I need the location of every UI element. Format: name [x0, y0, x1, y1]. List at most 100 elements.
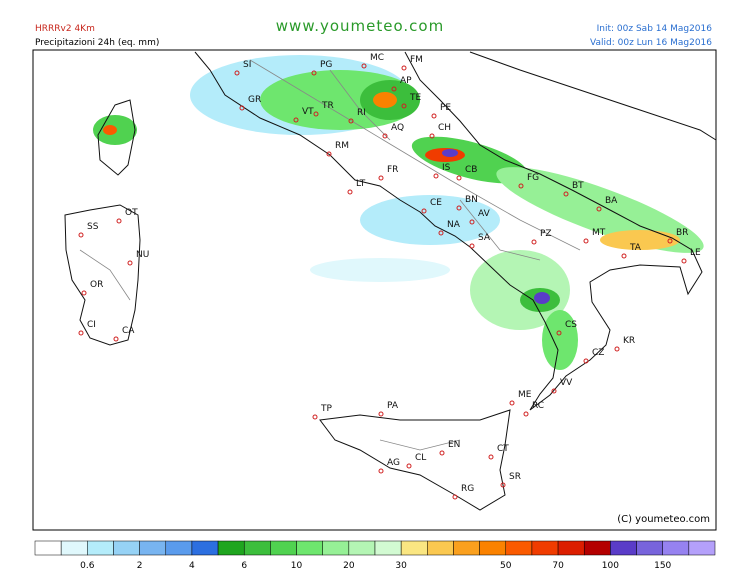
city-marker	[596, 206, 602, 212]
city-label: PZ	[540, 229, 552, 239]
city-label: BN	[465, 195, 478, 205]
city-marker	[488, 454, 494, 460]
legend-swatch	[688, 540, 716, 556]
rain-area	[310, 258, 450, 282]
legend-label: 30	[395, 561, 407, 571]
city-marker	[421, 208, 427, 214]
city-marker	[311, 70, 317, 76]
city-label: AG	[387, 458, 400, 468]
city-marker	[326, 151, 332, 157]
legend-swatch	[34, 540, 62, 556]
city-label: CS	[565, 320, 577, 330]
balkan-coast	[469, 51, 717, 141]
legend-swatch	[191, 540, 219, 556]
legend-label: 6	[241, 561, 247, 571]
city-marker	[378, 411, 384, 417]
city-label: IS	[442, 163, 451, 173]
city-label: PE	[440, 103, 451, 113]
legend-swatch	[557, 540, 585, 556]
city-marker	[439, 450, 445, 456]
rain-area	[600, 230, 680, 250]
legend-swatch	[243, 540, 271, 556]
legend-swatch	[113, 540, 140, 556]
city-label: CB	[465, 165, 477, 175]
legend-label: 50	[500, 561, 512, 571]
coastline	[194, 51, 703, 411]
city-marker	[81, 290, 87, 296]
city-label: SA	[478, 233, 491, 243]
legend-swatch	[165, 540, 193, 556]
city-label: CI	[87, 320, 96, 330]
city-label: AP	[400, 76, 412, 86]
legend-label: 4	[189, 561, 195, 571]
city-marker	[583, 238, 589, 244]
city-label: VT	[302, 107, 314, 117]
precipitation-field	[93, 55, 704, 370]
legend-swatch	[296, 540, 323, 556]
city-marker	[78, 232, 84, 238]
city-label: PG	[320, 60, 332, 70]
city-marker	[391, 86, 397, 92]
rain-area	[442, 149, 458, 157]
city-label: RG	[461, 484, 474, 494]
legend-label: 10	[291, 561, 303, 571]
city-label: NA	[447, 220, 461, 230]
legend-swatch	[636, 540, 663, 556]
city-label: TA	[629, 243, 642, 253]
city-label: GR	[248, 95, 261, 105]
city-marker	[556, 330, 562, 336]
corsica-coast	[97, 99, 136, 176]
city-marker	[113, 336, 119, 342]
city-marker	[401, 103, 407, 109]
city-marker	[563, 191, 569, 197]
legend-swatch	[427, 540, 454, 556]
legend: 0.6 2 4 6 10 20 30 50 70 100 150	[34, 540, 716, 571]
city-label: FG	[527, 173, 539, 183]
city-label: OT	[125, 208, 138, 218]
city-marker	[509, 400, 515, 406]
legend-swatch	[217, 540, 245, 556]
city-label: BA	[605, 196, 618, 206]
city-marker	[433, 173, 439, 179]
legend-swatch	[662, 540, 690, 556]
city-marker	[78, 330, 84, 336]
city-marker	[382, 133, 388, 139]
legend-swatch	[583, 540, 611, 556]
city-marker	[312, 414, 318, 420]
sicily-coast	[319, 409, 511, 511]
city-marker	[431, 113, 437, 119]
city-marker	[500, 482, 506, 488]
city-marker	[438, 230, 444, 236]
legend-label: 100	[602, 561, 619, 571]
city-label: KR	[623, 336, 635, 346]
site-label: www.youmeteo.com	[276, 17, 444, 35]
legend-label: 150	[654, 561, 671, 571]
copyright: (C) youmeteo.com	[617, 514, 710, 525]
legend-swatch	[610, 540, 637, 556]
city-marker	[378, 175, 384, 181]
city-label: EN	[448, 440, 460, 450]
legend-swatch	[453, 540, 480, 556]
city-marker	[523, 411, 529, 417]
city-label: CZ	[592, 348, 604, 358]
legend-swatch	[531, 540, 559, 556]
city-label: NU	[136, 250, 149, 260]
rain-area	[542, 310, 578, 370]
city-marker	[239, 105, 245, 111]
legend-swatch	[270, 540, 297, 556]
map: SI PG MC FM AP GR VT TR RI TE PE AQ CH RM IS CB FR FG LT BT…	[32, 49, 717, 531]
city-marker	[456, 205, 462, 211]
city-label: PA	[387, 401, 399, 411]
sardinia-coast	[64, 204, 141, 346]
rain-area	[373, 92, 397, 108]
legend-swatch	[322, 540, 350, 556]
city-label: BT	[572, 181, 584, 191]
city-marker	[361, 63, 367, 69]
city-label: TE	[409, 93, 421, 103]
map-frame	[32, 49, 717, 531]
legend-label: 20	[343, 561, 355, 571]
city-label: FR	[387, 165, 398, 175]
legend-swatch	[505, 540, 533, 556]
legend-swatch	[87, 540, 114, 556]
city-label: CT	[497, 444, 509, 454]
